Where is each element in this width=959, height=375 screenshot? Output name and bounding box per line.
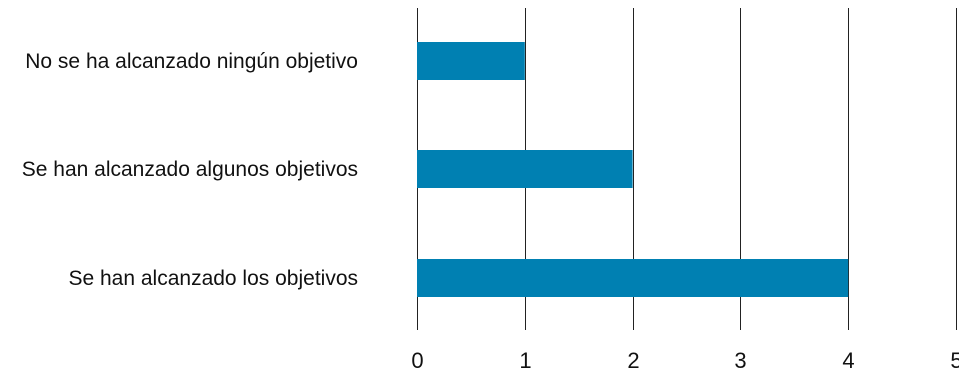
x-axis-tick-labels: 0 1 2 3 4 5	[411, 348, 959, 373]
bars	[417, 42, 849, 297]
x-tick-label-5: 5	[950, 348, 959, 373]
x-tick-label-0: 0	[411, 348, 423, 373]
x-tick-label-2: 2	[627, 348, 639, 373]
category-labels: No se ha alcanzado ningún objetivo Se han…	[22, 50, 358, 290]
bar-1	[417, 150, 633, 188]
x-tick-label-4: 4	[842, 348, 854, 373]
bar-0	[417, 42, 525, 80]
category-label-0: No se ha alcanzado ningún objetivo	[25, 50, 358, 73]
x-tick-label-3: 3	[734, 348, 746, 373]
x-tick-label-1: 1	[519, 348, 531, 373]
category-label-2: Se han alcanzado los objetivos	[68, 267, 358, 290]
bar-2	[417, 259, 849, 297]
category-label-1: Se han alcanzado algunos objetivos	[22, 158, 358, 181]
